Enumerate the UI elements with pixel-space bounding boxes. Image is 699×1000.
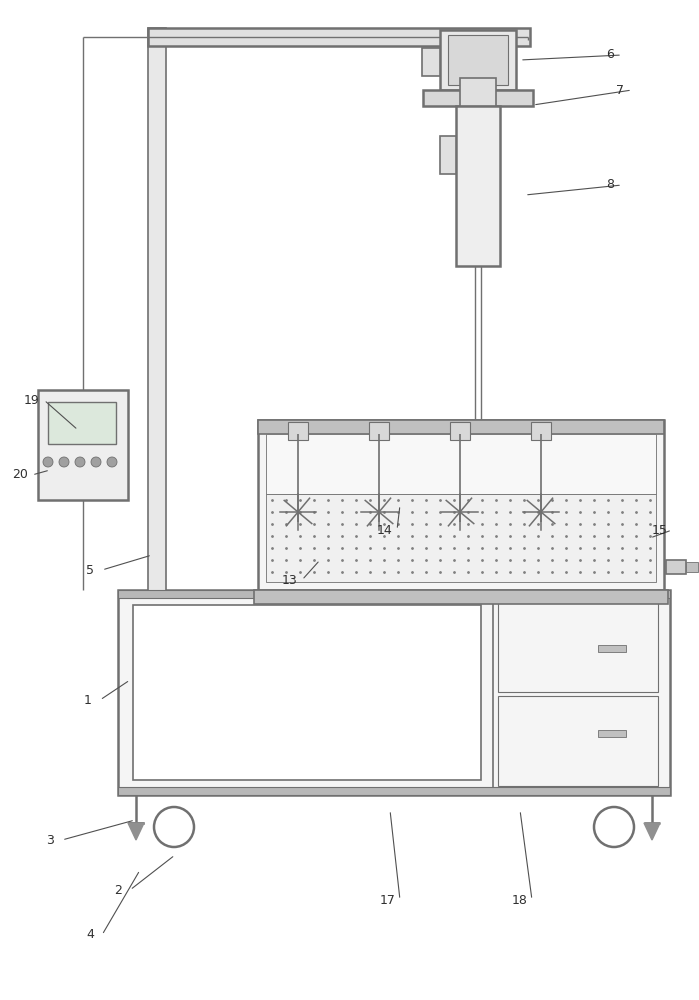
Circle shape (107, 457, 117, 467)
Bar (456, 106, 500, 266)
Bar (666, 560, 686, 574)
Polygon shape (128, 823, 144, 840)
Bar (498, 696, 658, 786)
Text: 1: 1 (84, 694, 92, 706)
Circle shape (43, 457, 53, 467)
Bar (422, 48, 440, 76)
Text: 5: 5 (86, 564, 94, 576)
Bar (48, 402, 116, 444)
Text: 6: 6 (606, 48, 614, 62)
Bar (440, 136, 456, 174)
Bar (369, 422, 389, 440)
Bar (531, 422, 551, 440)
Bar (448, 35, 508, 85)
Text: 8: 8 (606, 178, 614, 192)
Circle shape (91, 457, 101, 467)
Bar (686, 562, 698, 572)
Bar (118, 787, 670, 795)
Text: 19: 19 (24, 393, 40, 406)
Bar (598, 645, 626, 652)
Bar (258, 420, 664, 434)
Text: 15: 15 (652, 524, 668, 536)
Bar (148, 28, 166, 598)
Circle shape (75, 457, 85, 467)
Bar (266, 434, 656, 494)
Text: 14: 14 (377, 524, 393, 536)
Text: 20: 20 (12, 468, 28, 482)
Bar (460, 78, 496, 106)
Bar (498, 602, 658, 692)
Bar (423, 90, 533, 106)
Bar (148, 28, 530, 46)
Text: 2: 2 (114, 884, 122, 896)
Text: 17: 17 (380, 894, 396, 906)
Bar (38, 390, 128, 500)
Text: 4: 4 (86, 928, 94, 942)
Polygon shape (644, 823, 660, 840)
Bar (288, 422, 308, 440)
Text: 18: 18 (512, 894, 528, 906)
Bar (440, 30, 516, 90)
Bar (258, 420, 664, 590)
Bar (266, 494, 656, 582)
Text: 13: 13 (282, 574, 298, 586)
Text: 3: 3 (46, 834, 54, 846)
Text: 7: 7 (616, 84, 624, 97)
Bar (254, 590, 668, 604)
Bar (118, 590, 670, 795)
Bar (450, 422, 470, 440)
Bar (598, 730, 626, 737)
Circle shape (59, 457, 69, 467)
Bar (118, 590, 670, 598)
Bar (133, 605, 481, 780)
